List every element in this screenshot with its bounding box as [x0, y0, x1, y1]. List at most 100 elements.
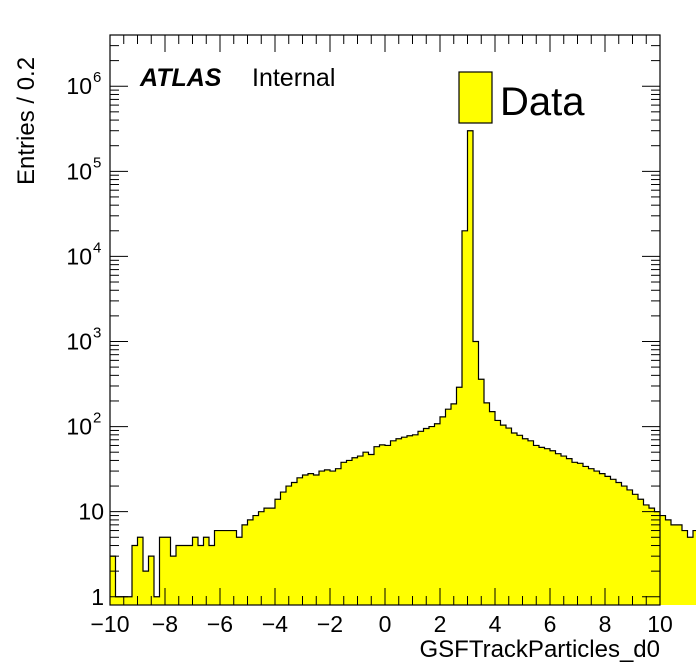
- histogram-bar: [368, 454, 375, 605]
- x-tick-label: −4: [262, 611, 288, 637]
- histogram-bar: [577, 463, 584, 605]
- histogram-bar: [390, 440, 397, 605]
- histogram-bar: [319, 471, 325, 605]
- y-tick-label: 10: [66, 328, 92, 354]
- histogram-bar: [522, 438, 529, 605]
- histogram-bar: [627, 489, 633, 605]
- x-tick-label: 4: [489, 611, 502, 637]
- histogram-bar: [594, 471, 600, 605]
- histogram-bar: [242, 524, 248, 605]
- histogram-bar: [363, 452, 369, 605]
- histogram-bar: [231, 530, 237, 605]
- atlas-status-label: Internal: [252, 64, 335, 92]
- histogram-bar: [429, 426, 435, 605]
- histogram-bar: [588, 468, 595, 605]
- histogram-bar: [660, 515, 666, 605]
- histogram-bar: [176, 545, 182, 605]
- histogram-bar: [445, 409, 452, 605]
- histogram-bar: [605, 476, 611, 605]
- histogram-bar: [143, 571, 149, 605]
- histogram-bar: [181, 545, 188, 605]
- histogram-bar: [517, 435, 523, 605]
- histogram-bar: [610, 479, 617, 605]
- histogram-bar: [693, 530, 696, 605]
- histogram-bar: [220, 530, 226, 605]
- x-tick-label: 0: [379, 611, 392, 637]
- histogram-bar: [572, 462, 578, 605]
- histogram-bar: [643, 504, 650, 605]
- histogram-bar: [110, 556, 116, 605]
- histogram-bar: [192, 537, 199, 605]
- x-tick-label: −6: [207, 611, 233, 637]
- y-tick-label: 1: [91, 584, 104, 610]
- histogram-bar: [253, 515, 259, 605]
- x-axis-ticks: −10 −8 −6 −4 −2 0 2 4 6 8 10: [90, 35, 673, 637]
- histogram-bar: [687, 537, 694, 605]
- histogram-bar: [313, 474, 320, 605]
- x-tick-label: 10: [647, 611, 673, 637]
- histogram-bar: [544, 448, 551, 605]
- legend: Data: [458, 71, 585, 124]
- y-tick-exponent: 2: [93, 410, 101, 427]
- histogram-bar: [269, 508, 276, 605]
- histogram-bar: [451, 403, 457, 605]
- histogram-bars: [110, 130, 696, 606]
- histogram-bar: [132, 545, 138, 605]
- histogram-bar: [225, 530, 232, 605]
- histogram-bar: [198, 545, 204, 605]
- y-tick-exponent: 6: [93, 69, 101, 86]
- y-tick-label: 10: [66, 158, 92, 184]
- x-axis-title: GSFTrackParticles_d0: [419, 636, 660, 663]
- histogram-bar: [676, 524, 683, 605]
- y-tick-exponent: 5: [93, 154, 101, 171]
- histogram-bar: [258, 511, 265, 605]
- histogram-bar: [682, 530, 688, 605]
- histogram-bar: [346, 460, 353, 605]
- histogram-bar: [440, 416, 446, 605]
- histogram-bar: [286, 486, 292, 605]
- histogram-bar: [302, 474, 309, 605]
- histogram-bar: [539, 447, 545, 605]
- x-tick-label: 2: [434, 611, 447, 637]
- x-tick-label: 8: [599, 611, 612, 637]
- x-tick-label: 6: [544, 611, 557, 637]
- histogram-bar: [291, 482, 298, 605]
- legend-label: Data: [500, 80, 585, 124]
- histogram-bar: [159, 537, 166, 605]
- histogram-bar: [148, 556, 155, 605]
- histogram-bar: [280, 492, 287, 605]
- histogram-bar: [533, 445, 540, 605]
- x-tick-label: −8: [152, 611, 178, 637]
- histogram-bar: [665, 519, 672, 605]
- histogram-bar: [330, 471, 336, 605]
- histogram-bar: [566, 458, 573, 605]
- histogram-bar: [374, 446, 380, 605]
- histogram-bar: [275, 499, 281, 605]
- histogram-bar: [616, 482, 622, 605]
- histogram-bar: [379, 444, 386, 605]
- histogram-bar: [247, 519, 254, 605]
- y-tick-exponent: 4: [93, 239, 101, 256]
- x-tick-label: −2: [317, 611, 343, 637]
- histogram-bar: [352, 457, 358, 605]
- histogram-bar: [170, 556, 177, 605]
- histogram-bar: [137, 537, 144, 605]
- histogram-bar: [385, 445, 391, 605]
- histogram-bar: [308, 473, 314, 605]
- atlas-label: ATLAS Internal: [139, 64, 335, 92]
- histogram-bar: [341, 462, 347, 605]
- histogram-bar: [335, 468, 342, 605]
- histogram-bar: [407, 435, 413, 605]
- histogram-bar: [401, 437, 408, 605]
- histogram-bar: [599, 473, 606, 605]
- histogram-bar: [187, 545, 193, 605]
- histogram-bar: [418, 431, 424, 605]
- histogram-bar: [357, 456, 364, 605]
- y-tick-label: 10: [78, 499, 104, 525]
- histogram-bar: [528, 440, 534, 605]
- histogram-bar: [473, 341, 479, 605]
- histogram-bar: [511, 433, 518, 605]
- histogram-bar: [324, 469, 331, 605]
